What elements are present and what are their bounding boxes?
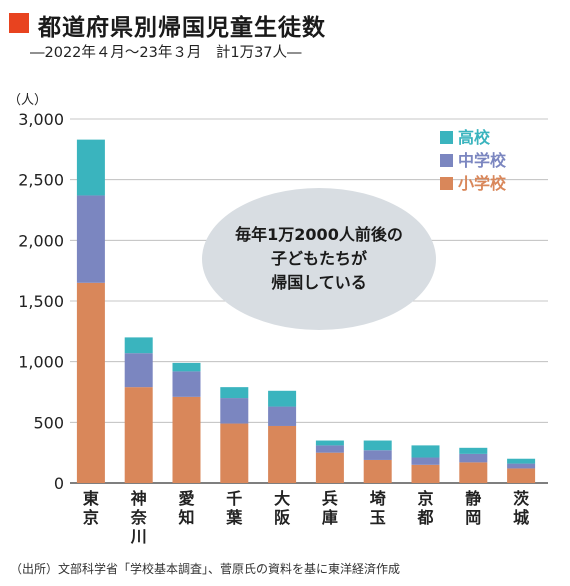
bar-segment xyxy=(172,362,201,372)
x-category-label: 埼 xyxy=(370,489,386,508)
y-tick-label: 2,000 xyxy=(18,231,64,250)
bar-segment xyxy=(315,440,344,446)
y-tick-label: 500 xyxy=(33,413,64,432)
bar-segment xyxy=(459,453,488,463)
x-category-label: 茨 xyxy=(513,489,529,508)
x-category-label: 大 xyxy=(274,489,290,508)
legend-label: 高校 xyxy=(458,128,491,147)
bar-segment xyxy=(507,458,536,464)
bar-segment xyxy=(411,457,440,465)
bar-segment xyxy=(459,447,488,454)
chart-subtitle: ―2022年４月～23年３月 計1万37人― xyxy=(30,45,302,61)
x-category-label: 東 xyxy=(83,489,99,508)
x-category-label: 川 xyxy=(130,527,147,546)
bar-segment xyxy=(124,387,153,483)
chart-title: 都道府県別帰国児童生徒数 xyxy=(38,15,326,41)
x-category-label: 阪 xyxy=(274,508,291,527)
x-category-label: 京 xyxy=(417,489,433,508)
bar-segment xyxy=(76,195,105,283)
bar-segment xyxy=(315,445,344,453)
x-category-label: 愛 xyxy=(178,489,194,508)
bar-segment xyxy=(507,463,536,469)
bar-segment xyxy=(411,464,440,483)
bar-segment xyxy=(172,371,201,397)
title-marker xyxy=(9,13,29,33)
legend-swatch xyxy=(440,154,453,167)
bar-segment xyxy=(459,462,488,483)
y-tick-label: 0 xyxy=(54,474,64,493)
x-category-label: 神 xyxy=(131,489,147,508)
legend-label: 中学校 xyxy=(458,151,507,170)
legend-swatch xyxy=(440,131,453,144)
bar-segment xyxy=(363,459,392,483)
source-note: （出所）文部科学省「学校基本調査」、菅原氏の資料を基に東洋経済作成 xyxy=(10,562,401,576)
annotation-text: 毎年1万2000人前後の 子どもたちが 帰国している xyxy=(235,225,403,292)
bar-segment xyxy=(268,390,297,407)
x-category-label: 奈 xyxy=(130,508,148,527)
x-category-label: 庫 xyxy=(322,508,338,527)
bar-segment xyxy=(220,387,249,399)
x-category-label: 千 xyxy=(226,489,242,508)
bar-segment xyxy=(124,337,153,354)
x-category-label: 京 xyxy=(83,508,99,527)
x-category-label: 岡 xyxy=(465,508,481,527)
annotation-bubble: 毎年1万2000人前後の 子どもたちが 帰国している xyxy=(202,188,436,330)
x-category-label: 玉 xyxy=(370,508,386,527)
y-tick-label: 2,500 xyxy=(18,171,64,190)
y-tick-label: 1,000 xyxy=(18,353,64,372)
bar-segment xyxy=(268,406,297,426)
bar-segment xyxy=(76,139,105,196)
legend-swatch xyxy=(440,177,453,190)
bar-segment xyxy=(172,396,201,483)
x-category-label: 知 xyxy=(178,508,194,527)
bar-segment xyxy=(507,468,536,483)
bar-segment xyxy=(411,445,440,458)
x-category-label: 静 xyxy=(465,489,481,508)
bar-segment xyxy=(220,398,249,424)
bar-segment xyxy=(76,282,105,483)
bar-segment xyxy=(268,425,297,483)
bar-segment xyxy=(363,440,392,451)
x-category-label: 都 xyxy=(416,508,433,527)
x-category-label: 城 xyxy=(513,508,529,527)
y-axis-unit-label: （人） xyxy=(8,93,47,108)
x-category-label: 葉 xyxy=(225,508,243,527)
x-category-label: 兵 xyxy=(322,489,338,508)
bar-segment xyxy=(124,353,153,388)
legend-label: 小学校 xyxy=(458,174,507,193)
y-tick-label: 3,000 xyxy=(18,110,64,129)
bar-segment xyxy=(220,423,249,483)
bar-segment xyxy=(315,452,344,483)
y-tick-label: 1,500 xyxy=(18,292,64,311)
bar-segment xyxy=(363,450,392,460)
